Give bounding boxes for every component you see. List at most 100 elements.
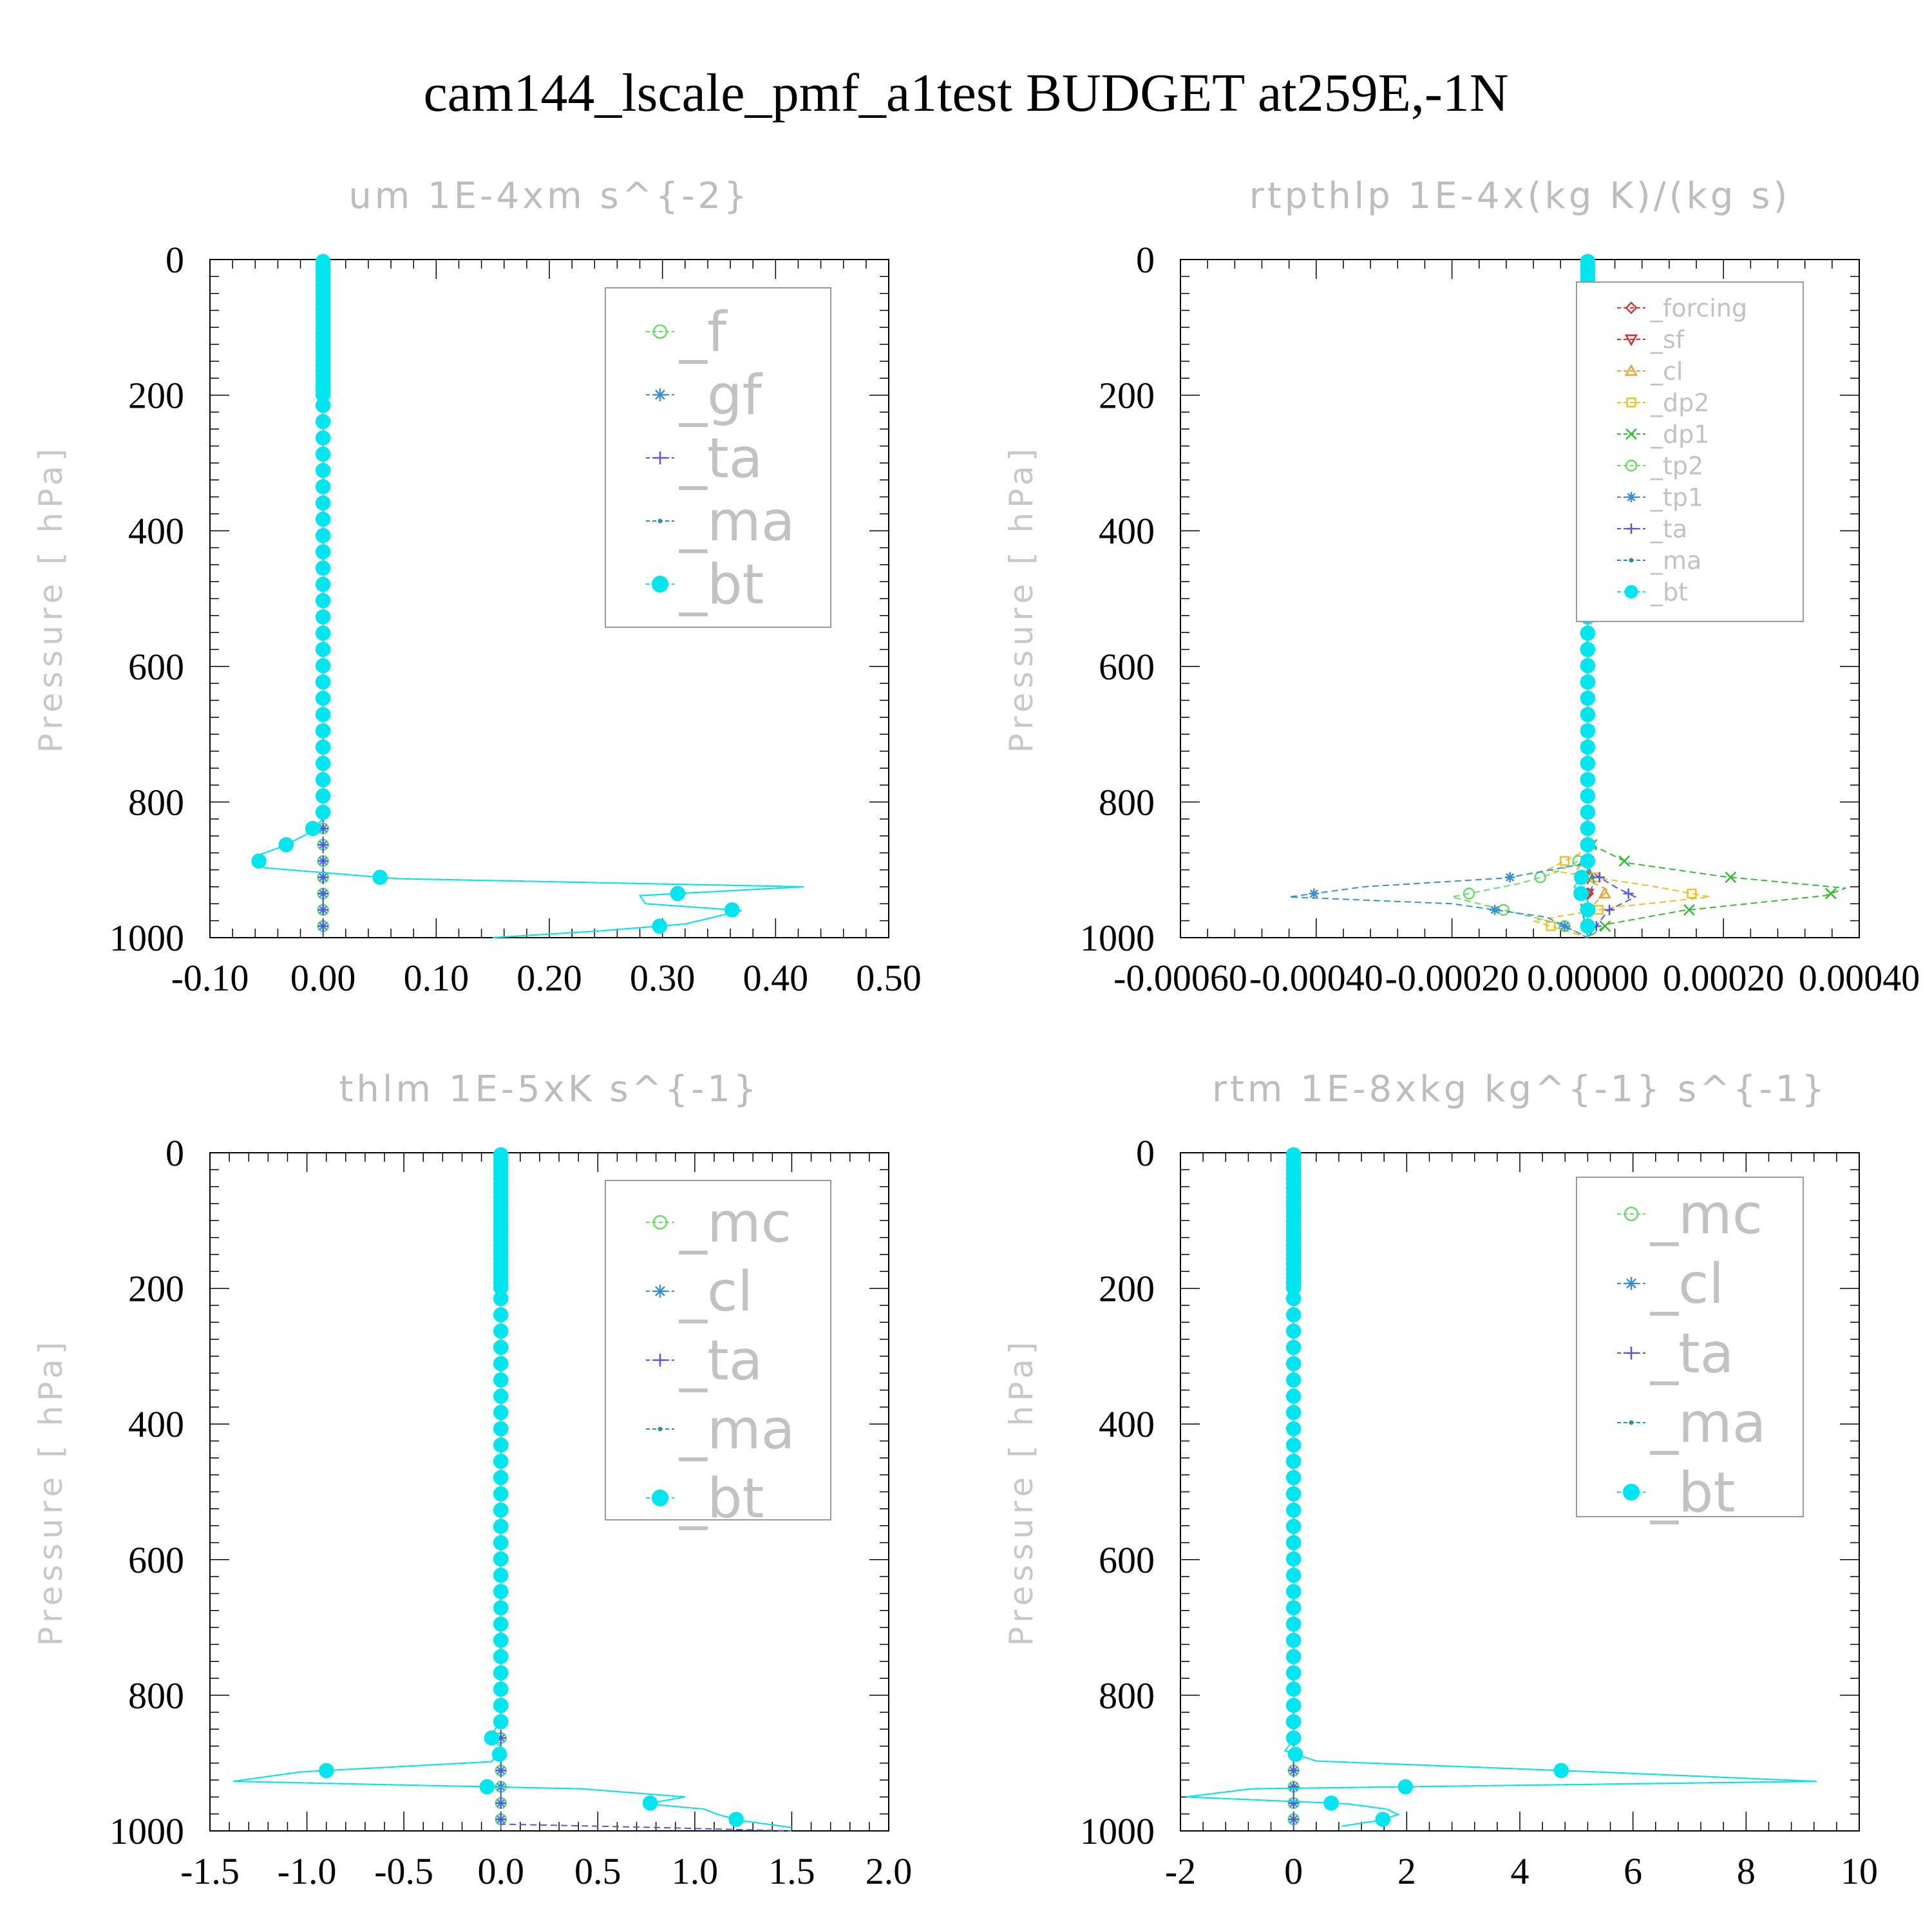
data-point	[1546, 921, 1556, 931]
x-tick-label: 8	[1737, 1850, 1756, 1892]
data-point	[315, 739, 331, 755]
data-point	[1825, 887, 1837, 900]
data-point	[1490, 904, 1500, 915]
x-tick-label: -0.00040	[1249, 957, 1383, 999]
legend-marker	[1623, 1484, 1640, 1501]
legend-marker	[658, 518, 663, 524]
data-point	[493, 1323, 509, 1339]
legend-label: _dp2	[1650, 388, 1709, 417]
legend-marker	[1629, 1420, 1634, 1425]
data-point	[1590, 875, 1595, 880]
y-tick-label: 800	[1099, 1674, 1155, 1716]
data-point	[1580, 641, 1596, 658]
legend-marker	[1624, 1206, 1639, 1222]
data-point	[319, 1763, 334, 1779]
legend-marker	[1624, 364, 1638, 376]
legend-marker	[1626, 397, 1636, 408]
x-tick-label: 0.00000	[1527, 957, 1649, 999]
x-tick-label: 0.20	[516, 957, 582, 999]
x-tick-label: 0.30	[630, 957, 696, 999]
data-point	[315, 592, 331, 609]
x-tick-label: 0.00040	[1799, 957, 1920, 999]
data-point	[652, 918, 668, 934]
data-point	[493, 1567, 509, 1583]
data-point	[1397, 1779, 1414, 1795]
data-point	[315, 495, 331, 511]
y-tick-label: 1000	[1080, 917, 1155, 959]
data-point	[1580, 723, 1596, 739]
data-point	[670, 886, 686, 902]
panel-title: rtpthlp 1E-4x(kg K)/(kg s)	[1249, 175, 1791, 217]
x-tick-label: 0.50	[856, 957, 922, 999]
data-point	[315, 641, 331, 658]
data-point	[1580, 690, 1596, 706]
legend-label: _bt	[1650, 1461, 1735, 1525]
y-tick-label: 0	[1136, 239, 1155, 281]
legend-label: _ma	[1650, 1391, 1766, 1455]
legend-marker	[652, 1490, 668, 1506]
y-tick-label: 0	[166, 239, 184, 281]
series-line	[254, 260, 804, 938]
data-point	[495, 1797, 506, 1808]
data-point	[315, 446, 331, 462]
data-point	[493, 1681, 509, 1697]
data-point	[493, 1600, 509, 1616]
data-point	[1580, 837, 1596, 853]
data-point	[1285, 1535, 1302, 1551]
data-point	[251, 853, 267, 869]
y-tick-label: 1000	[109, 917, 184, 959]
x-tick-label: -0.00020	[1385, 957, 1519, 999]
data-point	[1285, 1356, 1302, 1372]
data-point	[1559, 921, 1570, 932]
x-tick-label: 0	[1284, 1850, 1303, 1892]
data-point	[493, 1291, 509, 1307]
data-point	[1285, 1714, 1302, 1730]
data-point	[1285, 1437, 1302, 1453]
data-point	[315, 674, 331, 690]
legend-label: _sf	[1650, 325, 1685, 354]
y-tick-label: 800	[128, 781, 184, 823]
x-tick-label: 2.0	[866, 1850, 913, 1892]
data-point	[315, 430, 331, 446]
legend-marker	[658, 1426, 663, 1432]
data-point	[1309, 888, 1320, 899]
data-point	[317, 872, 328, 883]
legend-label: _ma	[679, 489, 795, 554]
x-tick-label: -0.00060	[1113, 957, 1247, 999]
data-point	[1580, 625, 1596, 641]
panel-title: um 1E-4xm s^{-2}	[348, 175, 750, 217]
legend-marker	[652, 576, 668, 592]
data-point	[315, 609, 331, 625]
legend-box	[605, 287, 831, 628]
data-point	[1288, 1765, 1299, 1776]
data-point	[1599, 920, 1611, 932]
legend-box	[1576, 1177, 1804, 1517]
legend-marker	[652, 1215, 668, 1230]
data-point	[493, 1649, 509, 1665]
data-point	[1580, 772, 1596, 788]
x-tick-label: -1.5	[180, 1850, 240, 1892]
data-point	[315, 527, 331, 544]
data-point	[1285, 1600, 1302, 1616]
data-point	[1285, 1340, 1302, 1355]
data-point	[1534, 871, 1546, 884]
data-point	[1580, 788, 1596, 804]
data-point	[493, 1356, 509, 1372]
legend-label: _gf	[679, 363, 763, 428]
data-point	[1285, 1421, 1302, 1437]
y-tick-label: 600	[1099, 646, 1155, 688]
data-point	[1598, 886, 1611, 899]
y-tick-label: 200	[128, 375, 184, 417]
data-point	[1580, 706, 1596, 723]
data-point	[493, 1535, 509, 1551]
data-point	[493, 1616, 509, 1632]
data-point	[1580, 918, 1596, 934]
data-point	[1463, 887, 1475, 900]
legend-label: _tp2	[1650, 451, 1703, 480]
data-point	[315, 576, 331, 592]
legend-label: _ta	[1650, 1321, 1734, 1386]
data-point	[1285, 1681, 1302, 1697]
legend: _mc_cl_ta_ma_bt	[1576, 1177, 1804, 1525]
series-bt	[232, 1147, 792, 1828]
x-tick-label: 0.00020	[1663, 957, 1785, 999]
